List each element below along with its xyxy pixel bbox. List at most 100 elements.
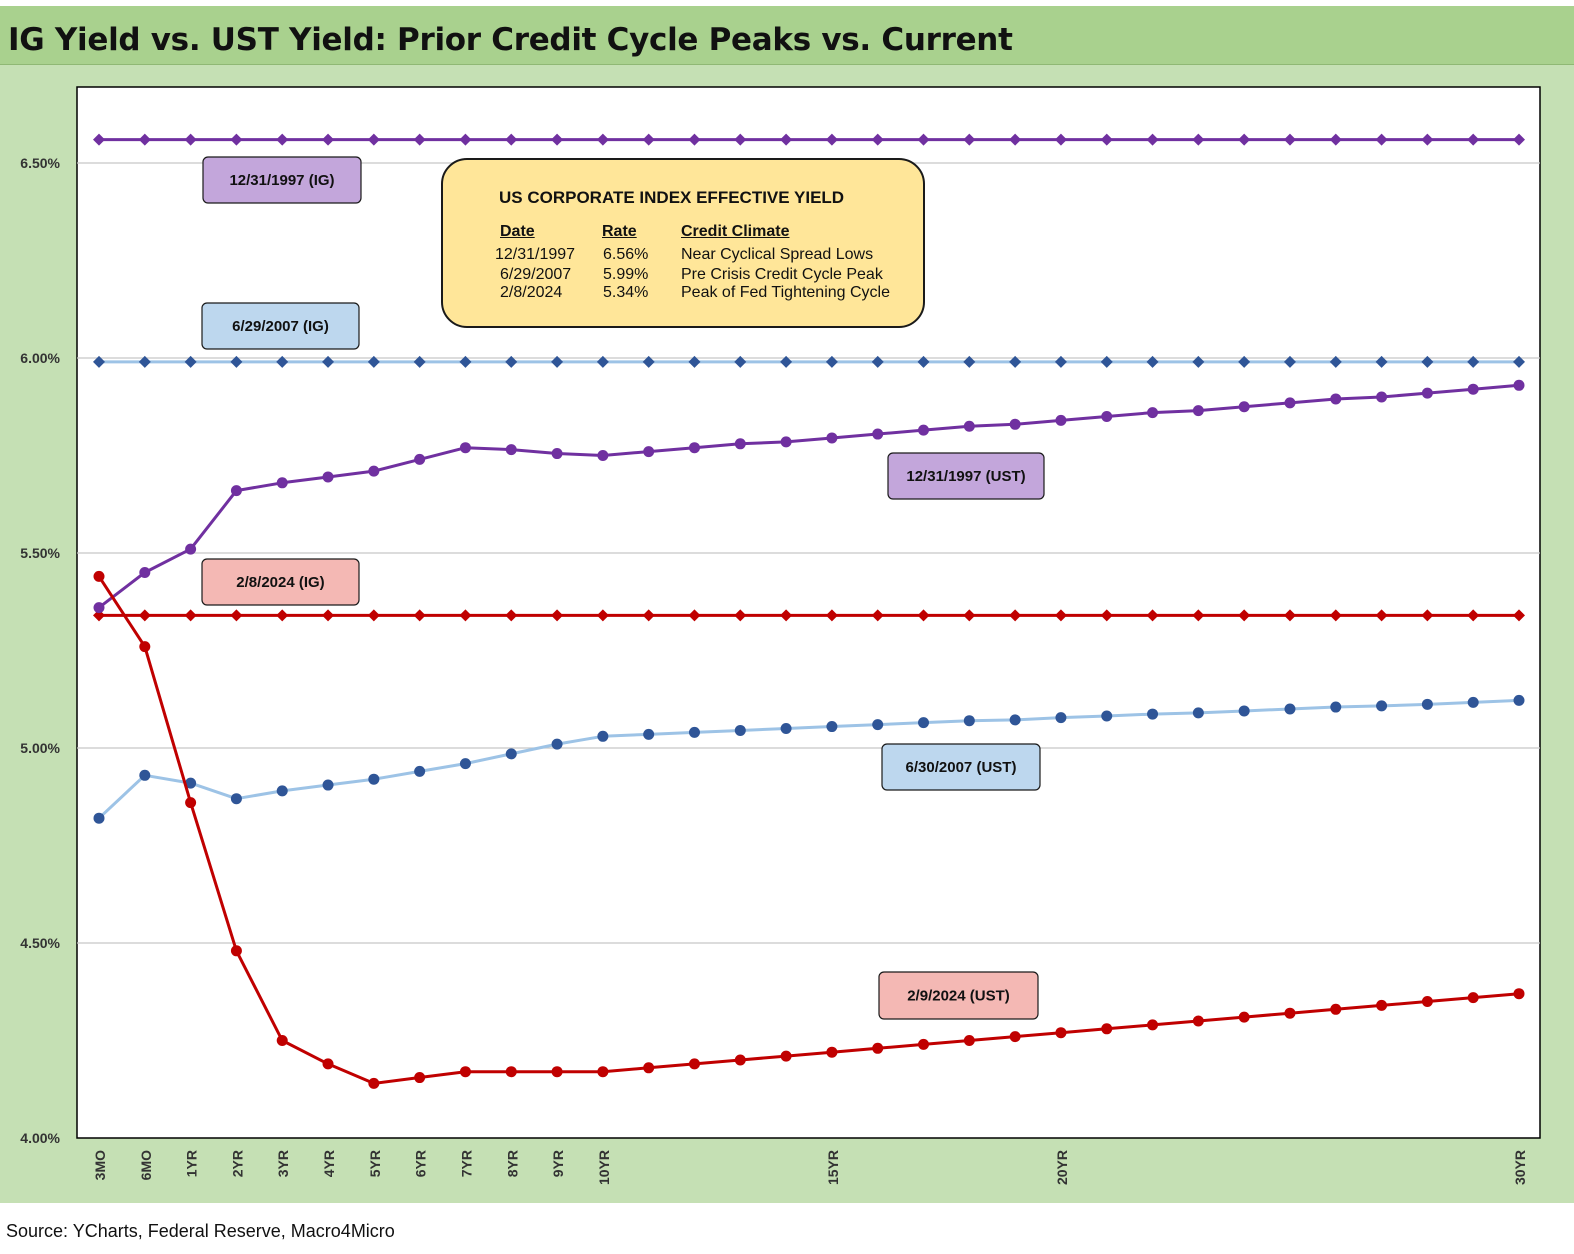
series-label-box bbox=[202, 156, 362, 204]
data-point bbox=[184, 133, 197, 146]
data-point bbox=[734, 438, 746, 450]
series-label-text: 6/30/2007 (UST) bbox=[906, 759, 1017, 776]
data-point bbox=[596, 355, 609, 368]
data-point bbox=[1467, 609, 1480, 622]
data-point bbox=[551, 738, 563, 750]
data-point bbox=[780, 609, 793, 622]
data-point bbox=[1513, 609, 1525, 622]
data-point bbox=[642, 133, 655, 146]
series-label-text: 2/8/2024 (IG) bbox=[236, 574, 324, 591]
data-point bbox=[642, 609, 655, 622]
data-point bbox=[230, 355, 243, 368]
data-point bbox=[1421, 355, 1434, 368]
data-point bbox=[825, 609, 838, 622]
data-point bbox=[780, 133, 793, 146]
data-point bbox=[1329, 355, 1342, 368]
x-tick-label: 15YR bbox=[825, 1150, 841, 1185]
x-axis-ticks: 3MO 6MO 1YR 2YR 3YR 4YR 5YR 6YR 7YR 8YR 9YR 10YR 15Y… bbox=[92, 1150, 1528, 1185]
data-point bbox=[276, 477, 288, 489]
data-point bbox=[459, 609, 472, 622]
data-point bbox=[139, 769, 151, 781]
data-point bbox=[918, 717, 930, 729]
data-point bbox=[1146, 133, 1159, 146]
data-point bbox=[688, 133, 701, 146]
data-point bbox=[1238, 705, 1250, 717]
series-label: 2/9/2024 (UST) bbox=[878, 971, 1039, 1020]
data-point bbox=[825, 355, 838, 368]
data-point bbox=[185, 777, 197, 789]
x-tick-label: 6MO bbox=[138, 1150, 154, 1180]
data-point bbox=[185, 797, 197, 809]
legend-row-rate: 6.56% bbox=[603, 246, 649, 263]
data-point bbox=[780, 723, 792, 734]
data-point bbox=[414, 1072, 426, 1084]
data-point bbox=[1421, 609, 1434, 622]
data-point bbox=[1009, 355, 1022, 368]
data-point bbox=[1238, 1011, 1250, 1023]
data-point bbox=[414, 765, 426, 777]
data-point bbox=[551, 1066, 563, 1078]
data-point bbox=[963, 609, 976, 622]
data-point bbox=[459, 355, 472, 368]
title-bar: IG Yield vs. UST Yield: Prior Credit Cyc… bbox=[0, 6, 1574, 65]
data-point bbox=[368, 773, 380, 785]
data-point bbox=[780, 436, 792, 448]
series-1 bbox=[93, 355, 1525, 368]
data-point bbox=[551, 609, 564, 622]
data-point bbox=[414, 453, 426, 465]
legend-row-date: 12/31/1997 bbox=[495, 246, 576, 263]
series-label-box bbox=[881, 743, 1041, 791]
data-point bbox=[1192, 707, 1204, 719]
series-line bbox=[97, 698, 1520, 820]
data-point bbox=[1467, 383, 1479, 395]
data-point bbox=[688, 355, 701, 368]
x-tick-label: 10YR bbox=[596, 1150, 612, 1185]
data-point bbox=[505, 133, 518, 146]
data-point bbox=[1055, 712, 1067, 724]
y-tick-label: 6.50% bbox=[20, 155, 60, 171]
data-point bbox=[93, 602, 105, 614]
series-line bbox=[97, 575, 1520, 1085]
series-label-text: 12/31/1997 (UST) bbox=[906, 468, 1025, 485]
data-point bbox=[551, 133, 564, 146]
legend-row-climate: Peak of Fed Tightening Cycle bbox=[681, 284, 891, 301]
legend-title: US CORPORATE INDEX EFFECTIVE YIELD bbox=[499, 188, 845, 207]
data-point bbox=[1329, 609, 1342, 622]
data-point bbox=[963, 133, 976, 146]
data-point bbox=[1009, 418, 1021, 430]
data-point bbox=[1283, 133, 1296, 146]
data-point bbox=[688, 442, 700, 454]
y-axis-ticks: 4.00% 4.50% 5.00% 5.50% 6.00% 6.50% bbox=[20, 155, 60, 1146]
x-tick-label: 5YR bbox=[367, 1150, 383, 1177]
y-tick-label: 5.50% bbox=[20, 545, 60, 561]
series-3 bbox=[93, 379, 1525, 614]
data-point bbox=[322, 779, 334, 791]
data-point bbox=[551, 448, 563, 460]
data-point bbox=[1421, 698, 1433, 710]
data-point bbox=[1284, 397, 1296, 409]
data-point bbox=[1421, 996, 1433, 1007]
data-point bbox=[1238, 401, 1250, 413]
data-point bbox=[1421, 387, 1433, 399]
data-point bbox=[138, 609, 151, 622]
data-point bbox=[93, 133, 105, 146]
data-point bbox=[1054, 355, 1067, 368]
data-point bbox=[322, 355, 335, 368]
data-point bbox=[1009, 609, 1022, 622]
data-point bbox=[276, 609, 289, 622]
series-4 bbox=[93, 694, 1525, 824]
y-tick-label: 4.50% bbox=[20, 935, 60, 951]
data-point bbox=[643, 728, 655, 740]
x-tick-label: 6YR bbox=[413, 1150, 429, 1177]
data-point bbox=[1101, 710, 1113, 722]
data-point bbox=[138, 355, 151, 368]
data-point bbox=[871, 355, 884, 368]
x-tick-label: 8YR bbox=[504, 1150, 520, 1177]
data-point bbox=[1375, 609, 1388, 622]
data-point bbox=[1192, 1015, 1204, 1027]
data-point bbox=[505, 609, 518, 622]
data-point bbox=[93, 812, 105, 824]
data-point bbox=[413, 133, 426, 146]
data-point bbox=[1055, 1027, 1067, 1039]
data-point bbox=[505, 748, 517, 760]
